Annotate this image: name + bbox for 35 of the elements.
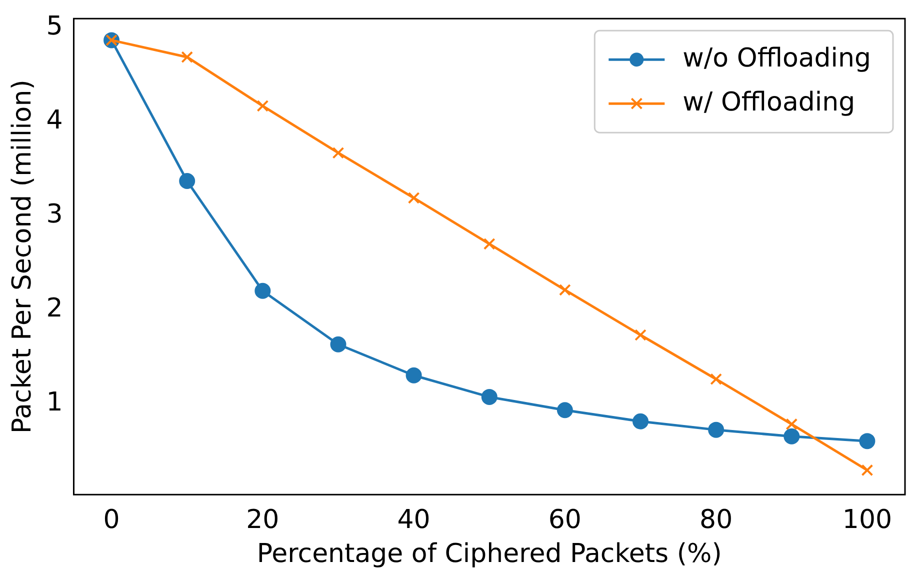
point	[710, 373, 722, 386]
x-tick-label: 0	[103, 504, 120, 535]
x-tick-label: 100	[842, 504, 892, 535]
y-tick-label: 5	[46, 12, 63, 42]
x-tick-label: 80	[700, 504, 733, 535]
point	[556, 402, 573, 418]
point	[256, 100, 269, 112]
x-tick-label: 60	[548, 504, 582, 535]
point	[786, 418, 798, 430]
x-axis-title: Percentage of Ciphered Packets (%)	[256, 539, 722, 570]
point	[179, 173, 196, 190]
point	[332, 146, 344, 159]
point	[181, 51, 194, 64]
x-tick-label: 20	[246, 504, 280, 535]
point	[784, 428, 800, 444]
point	[483, 238, 496, 250]
point	[558, 284, 571, 296]
point	[859, 433, 876, 450]
point	[632, 413, 649, 430]
y-tick-label: 3	[46, 200, 63, 230]
point	[330, 336, 346, 352]
point	[254, 282, 271, 299]
point	[861, 464, 874, 476]
y-tick-label: 2	[46, 293, 63, 324]
point	[708, 422, 724, 438]
point	[406, 367, 422, 384]
point	[408, 192, 420, 204]
y-tick-label: 1	[46, 387, 63, 418]
point	[634, 329, 646, 341]
legend-label: w/ Offloading	[682, 87, 856, 118]
y-tick-label: 4	[46, 106, 63, 136]
x-tick-label: 40	[397, 504, 430, 535]
point	[481, 388, 498, 405]
legend-label: w/o Offloading	[682, 43, 872, 74]
y-axis-title: Packet Per Second (million)	[7, 80, 38, 434]
